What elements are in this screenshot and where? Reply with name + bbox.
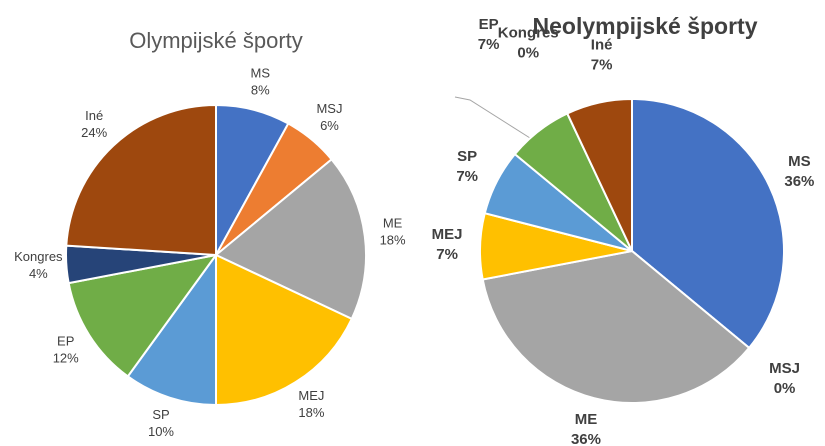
slice-value-label: 7% (478, 36, 500, 53)
slice-label: Kongres (498, 25, 559, 42)
pie-slice (214, 157, 367, 321)
slice-label: Iné (85, 108, 103, 123)
slice-value-label: 24% (81, 125, 107, 140)
pie-slice (565, 97, 633, 252)
pie-slice (126, 251, 217, 407)
slice-label: ME (383, 216, 403, 231)
slice-label: ME (575, 411, 598, 428)
slice-label: Iné (591, 36, 613, 53)
leader-line (454, 96, 531, 139)
slice-label: MS (788, 153, 811, 170)
slice-value-label: 4% (29, 266, 48, 281)
slice-label: MSJ (769, 360, 800, 377)
slice-value-label: 7% (591, 56, 613, 73)
pie-slice (65, 103, 217, 257)
slice-value-label: 8% (251, 83, 270, 98)
slice-label: SP (457, 148, 477, 165)
pie-slice (215, 253, 354, 407)
slice-label: MS (251, 66, 271, 81)
chart-title: Olympijské športy (129, 28, 303, 53)
slice-label: Kongres (14, 249, 63, 264)
slice-value-label: 7% (436, 246, 458, 263)
slice-label: EP (479, 16, 499, 33)
pie-slice (631, 97, 785, 350)
slice-label: MSJ (316, 101, 342, 116)
pie-slice (481, 249, 751, 404)
slice-value-label: 18% (298, 405, 324, 420)
slice-value-label: 6% (320, 118, 339, 133)
chart-title: Neolympijské športy (533, 13, 758, 39)
slice-value-label: 0% (774, 380, 796, 397)
slice-value-label: 12% (53, 350, 79, 365)
slice-value-label: 0% (517, 45, 539, 62)
slice-label: MEJ (432, 226, 463, 243)
slice-label: SP (152, 407, 169, 422)
slice-value-label: 36% (784, 173, 814, 190)
slice-label: EP (57, 333, 74, 348)
slice-value-label: 18% (380, 233, 406, 248)
slice-label: MEJ (298, 388, 324, 403)
slice-value-label: 36% (571, 431, 601, 446)
slice-value-label: 10% (148, 424, 174, 439)
slice-value-label: 7% (456, 168, 478, 185)
pie-slice (67, 253, 219, 378)
